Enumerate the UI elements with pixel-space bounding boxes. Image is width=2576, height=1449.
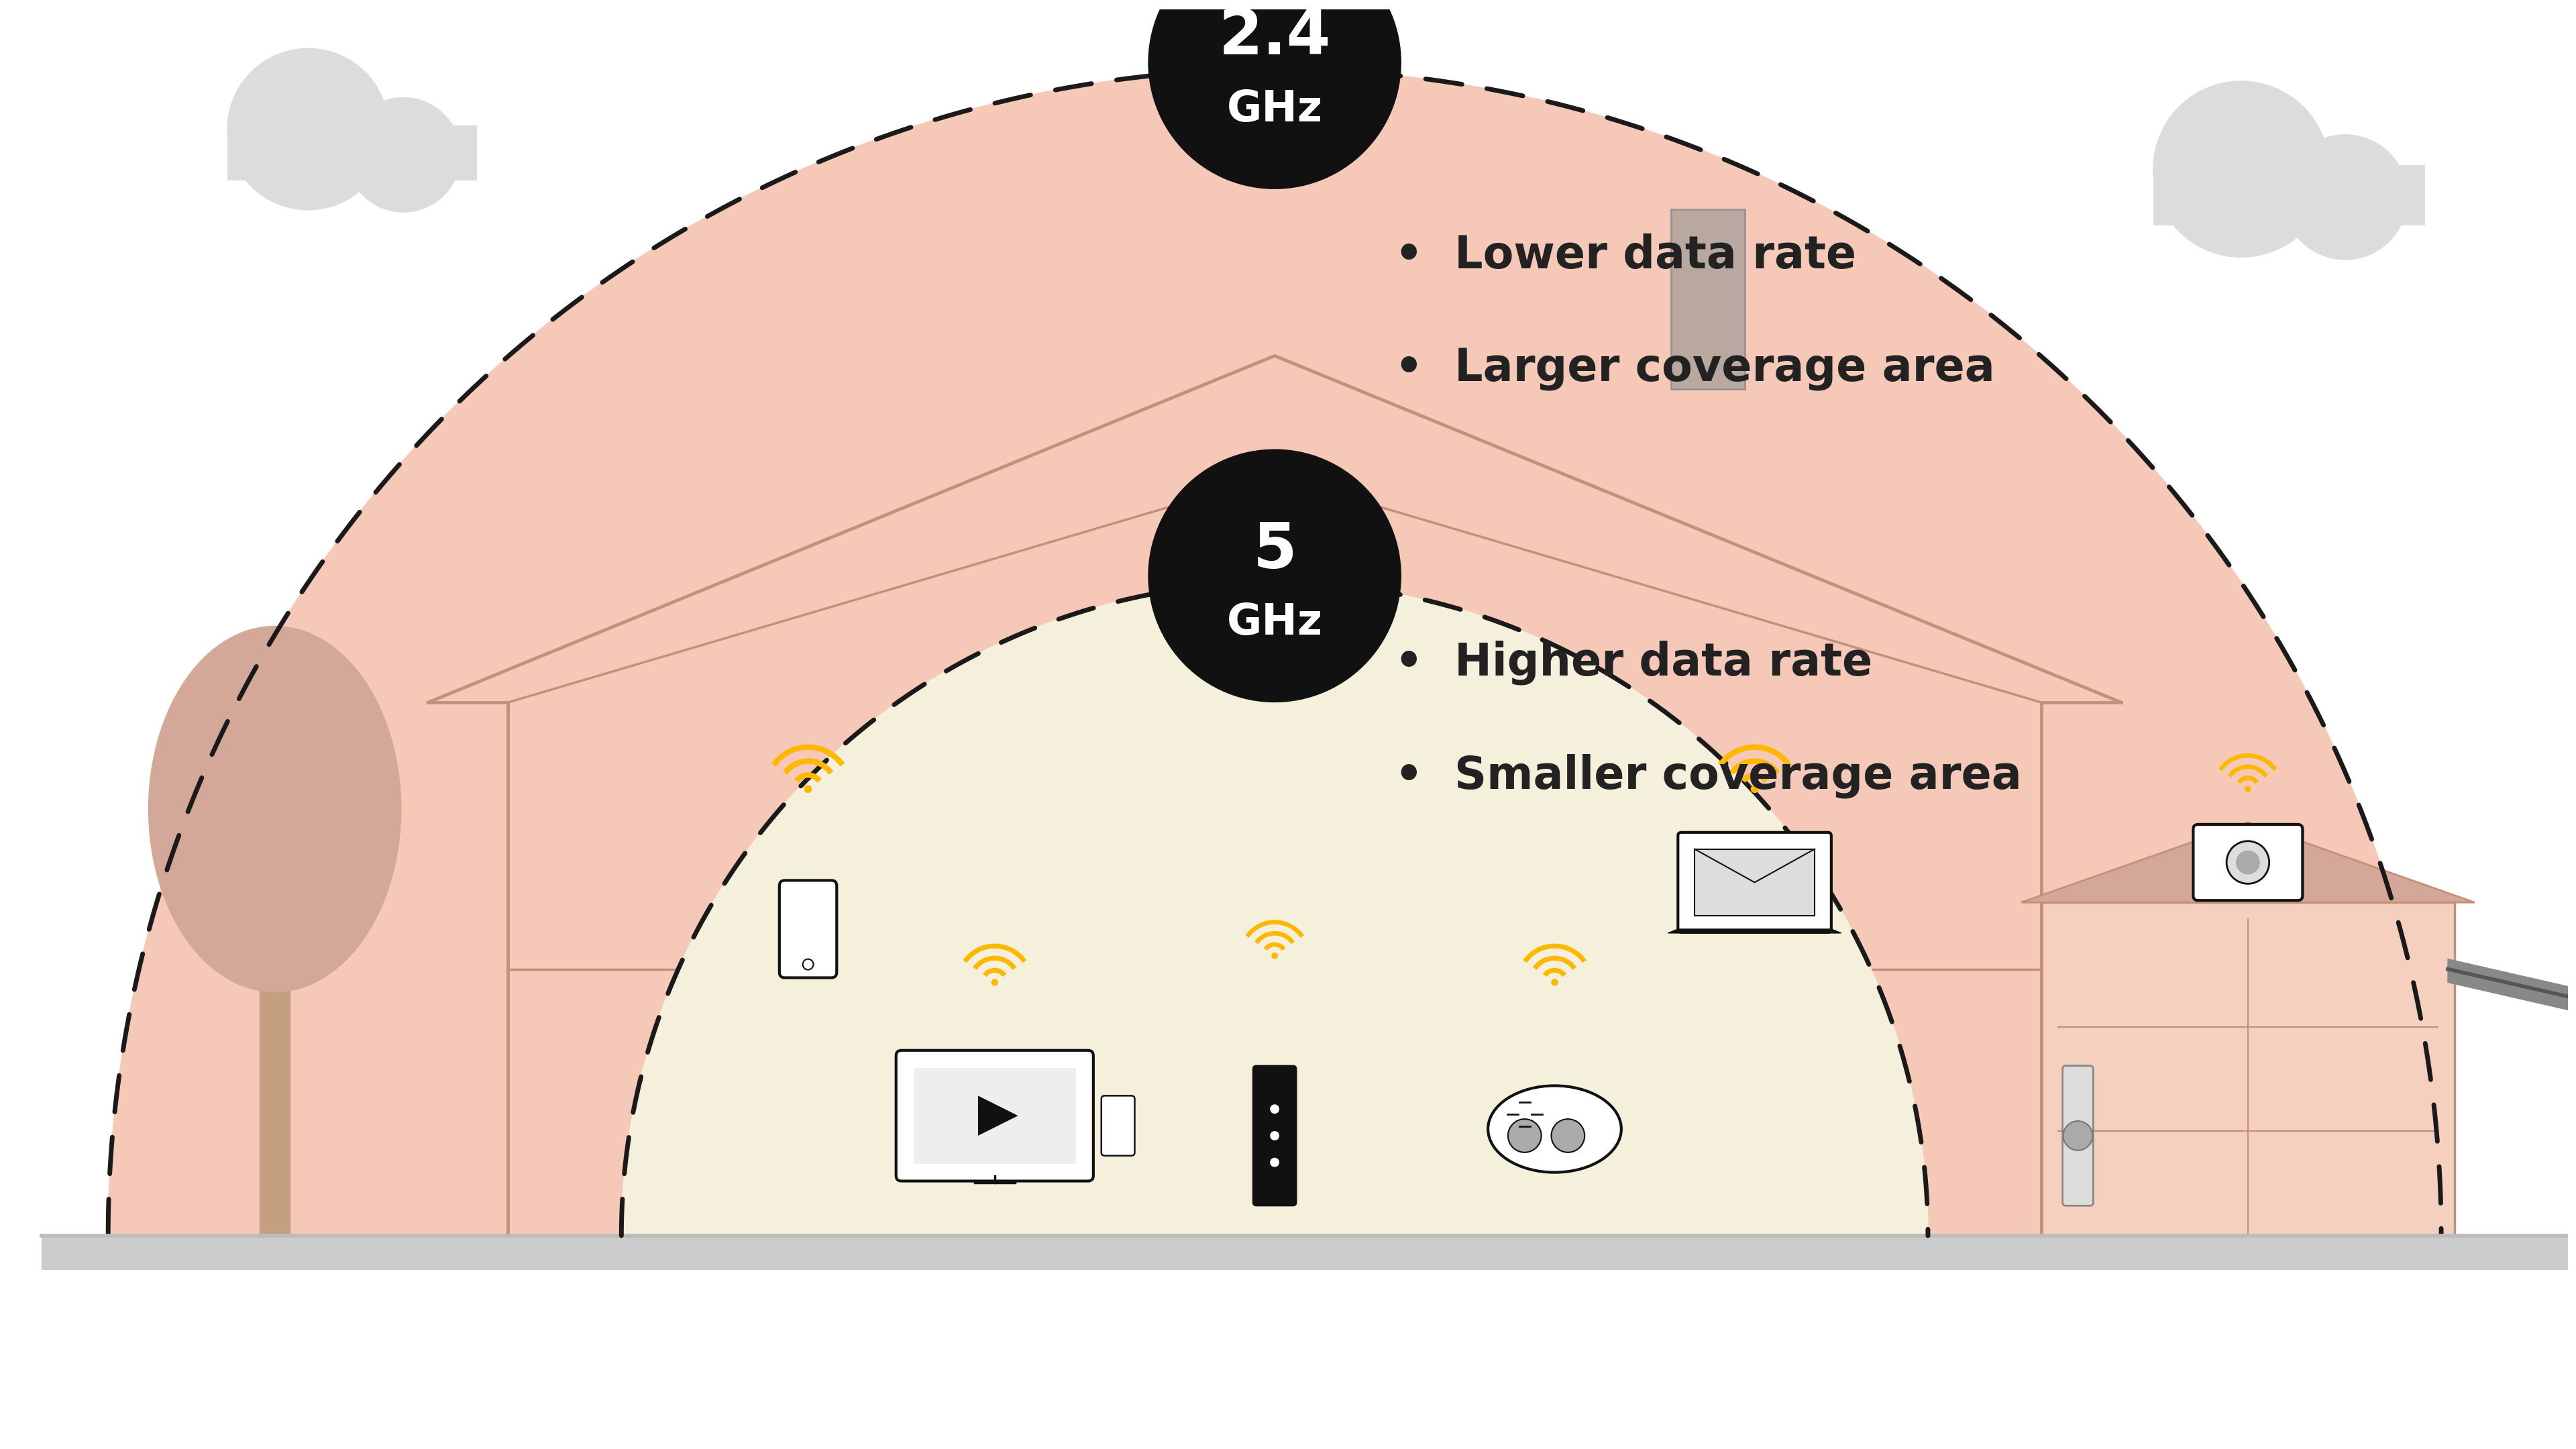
FancyBboxPatch shape [2192, 824, 2303, 900]
FancyBboxPatch shape [1695, 849, 1814, 916]
FancyBboxPatch shape [227, 126, 477, 181]
Circle shape [804, 785, 811, 793]
Ellipse shape [1489, 1085, 1620, 1172]
Circle shape [2226, 840, 2269, 884]
Polygon shape [428, 356, 2120, 703]
Text: 2.4: 2.4 [1218, 6, 1332, 68]
Circle shape [1149, 0, 1401, 190]
FancyBboxPatch shape [2063, 1065, 2094, 1206]
Polygon shape [979, 1095, 1018, 1136]
Polygon shape [108, 70, 2442, 1236]
Circle shape [1270, 1158, 1280, 1166]
Text: •  Smaller coverage area: • Smaller coverage area [1394, 753, 2022, 798]
FancyBboxPatch shape [2154, 165, 2424, 225]
Text: •  Lower data rate: • Lower data rate [1394, 233, 1857, 278]
Circle shape [1507, 1119, 1540, 1152]
Circle shape [345, 97, 461, 212]
Polygon shape [1667, 929, 1842, 933]
FancyBboxPatch shape [1672, 209, 1744, 390]
FancyBboxPatch shape [1677, 832, 1832, 932]
Circle shape [1270, 1132, 1280, 1140]
Circle shape [2063, 1122, 2092, 1151]
Text: •  Larger coverage area: • Larger coverage area [1394, 346, 1994, 391]
Circle shape [2246, 787, 2251, 791]
Ellipse shape [149, 626, 402, 993]
FancyBboxPatch shape [1103, 1095, 1133, 1156]
Polygon shape [2447, 959, 2576, 1036]
Circle shape [1551, 980, 1558, 985]
FancyBboxPatch shape [896, 1051, 1092, 1181]
Text: GHz: GHz [1226, 88, 1321, 130]
Circle shape [992, 980, 997, 985]
Text: GHz: GHz [1226, 601, 1321, 643]
Polygon shape [41, 1236, 2576, 1269]
Text: •  Higher data rate: • Higher data rate [1394, 640, 1873, 685]
FancyBboxPatch shape [781, 881, 837, 978]
Polygon shape [621, 582, 1927, 1236]
Polygon shape [2022, 823, 2476, 903]
Text: 5: 5 [1252, 520, 1296, 581]
Circle shape [1270, 1104, 1280, 1114]
FancyBboxPatch shape [507, 703, 2040, 1236]
FancyBboxPatch shape [914, 1068, 1077, 1164]
Circle shape [1149, 449, 1401, 703]
Circle shape [2282, 135, 2409, 259]
FancyBboxPatch shape [1252, 1065, 1296, 1206]
Circle shape [1752, 785, 1757, 793]
FancyBboxPatch shape [2040, 903, 2455, 1236]
Circle shape [227, 48, 389, 210]
Polygon shape [260, 969, 289, 1236]
Circle shape [2154, 81, 2329, 256]
Circle shape [2236, 851, 2259, 874]
Circle shape [1273, 953, 1278, 959]
Circle shape [1551, 1119, 1584, 1152]
Circle shape [804, 959, 814, 969]
